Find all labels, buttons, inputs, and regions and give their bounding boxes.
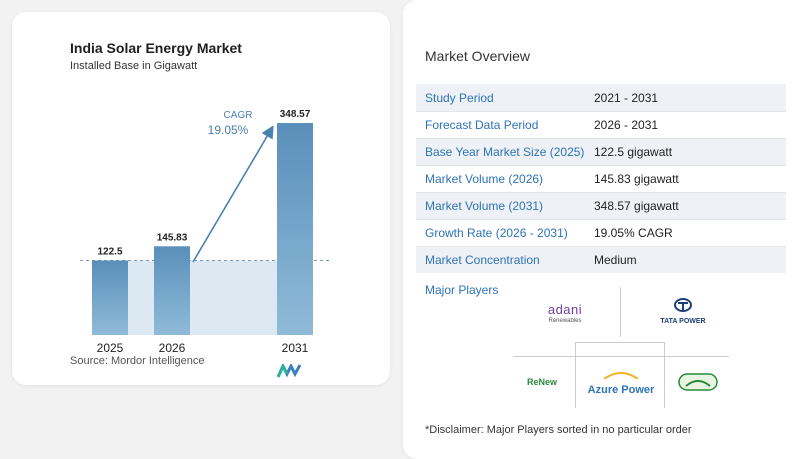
azure-power-logo: Azure Power — [584, 366, 658, 396]
row-value: 348.57 gigawatt — [594, 199, 679, 213]
overview-card — [403, 0, 800, 459]
row-key: Market Concentration — [425, 253, 540, 267]
cagr-arrow — [192, 125, 274, 263]
renew-logo: ReNew — [526, 377, 557, 387]
bar-value-label: 348.57 — [280, 109, 311, 120]
overview-title: Market Overview — [425, 48, 531, 64]
overview-row: Market Volume (2031) 348.57 gigawatt — [416, 192, 786, 219]
x-tick-label: 2025 — [97, 341, 124, 355]
row-key: Study Period — [425, 90, 494, 105]
divider — [513, 356, 729, 357]
overview-row: Study Period 2021 - 2031 — [416, 84, 786, 111]
row-key: Growth Rate (2026 - 2031) — [425, 226, 568, 240]
row-value: 2021 - 2031 — [594, 90, 659, 105]
x-tick-label: 2031 — [282, 341, 309, 355]
row-key: Market Volume (2026) — [425, 172, 544, 186]
overview-row: Market Concentration Medium — [416, 246, 786, 273]
row-value: 2026 - 2031 — [594, 118, 659, 132]
source-text: Source: Mordor Intelligence — [70, 355, 205, 367]
divider — [620, 287, 621, 337]
major-players-title: Major Players — [425, 283, 499, 297]
row-key: Base Year Market Size (2025) — [425, 145, 585, 159]
row-value: 145.83 gigawatt — [594, 172, 679, 186]
mordor-logo-icon — [277, 364, 301, 378]
sun-icon — [603, 372, 639, 380]
row-key: Forecast Data Period — [425, 118, 539, 132]
row-value: 19.05% CAGR — [594, 226, 673, 240]
bar-chart: 122.5 2025 145.83 2026 348.57 2031 CAGR 19.05… — [80, 109, 330, 355]
baseline-band — [92, 260, 313, 335]
bar-value-label: 145.83 — [157, 232, 188, 243]
divider — [575, 342, 665, 343]
overview-row: Forecast Data Period 2026 - 2031 — [416, 111, 786, 138]
tata-icon — [674, 298, 692, 312]
overview-row: Base Year Market Size (2025) 122.5 gigawa… — [416, 138, 786, 165]
bar-value-label: 122.5 — [97, 246, 122, 257]
bar-2026 — [154, 246, 190, 335]
bar-2031 — [277, 123, 313, 335]
chart-subtitle: Installed Base in Gigawatt — [70, 60, 198, 72]
tata-power-logo: TATA POWER — [655, 298, 711, 325]
ntpc-emblem-icon — [678, 373, 718, 391]
divider — [575, 342, 576, 408]
overview-table: Study Period 2021 - 2031 Forecast Data Pe… — [416, 84, 786, 273]
ntpc-logo — [676, 372, 720, 397]
cagr-label: CAGR — [224, 110, 253, 121]
chart-title: India Solar Energy Market — [70, 40, 242, 56]
overview-row: Growth Rate (2026 - 2031) 19.05% CAGR — [416, 219, 786, 246]
cagr-value: 19.05% — [208, 123, 249, 137]
bar-2025 — [92, 260, 128, 335]
row-value: 122.5 gigawatt — [594, 145, 673, 159]
row-key: Market Volume (2031) — [425, 199, 544, 213]
divider — [664, 342, 665, 408]
x-tick-label: 2026 — [159, 341, 186, 355]
overview-row: Market Volume (2026) 145.83 gigawatt — [416, 165, 786, 192]
disclaimer-text: *Disclaimer: Major Players sorted in no … — [425, 424, 692, 436]
adani-logo: adani Renewables — [547, 302, 583, 324]
row-value: Medium — [594, 253, 637, 267]
